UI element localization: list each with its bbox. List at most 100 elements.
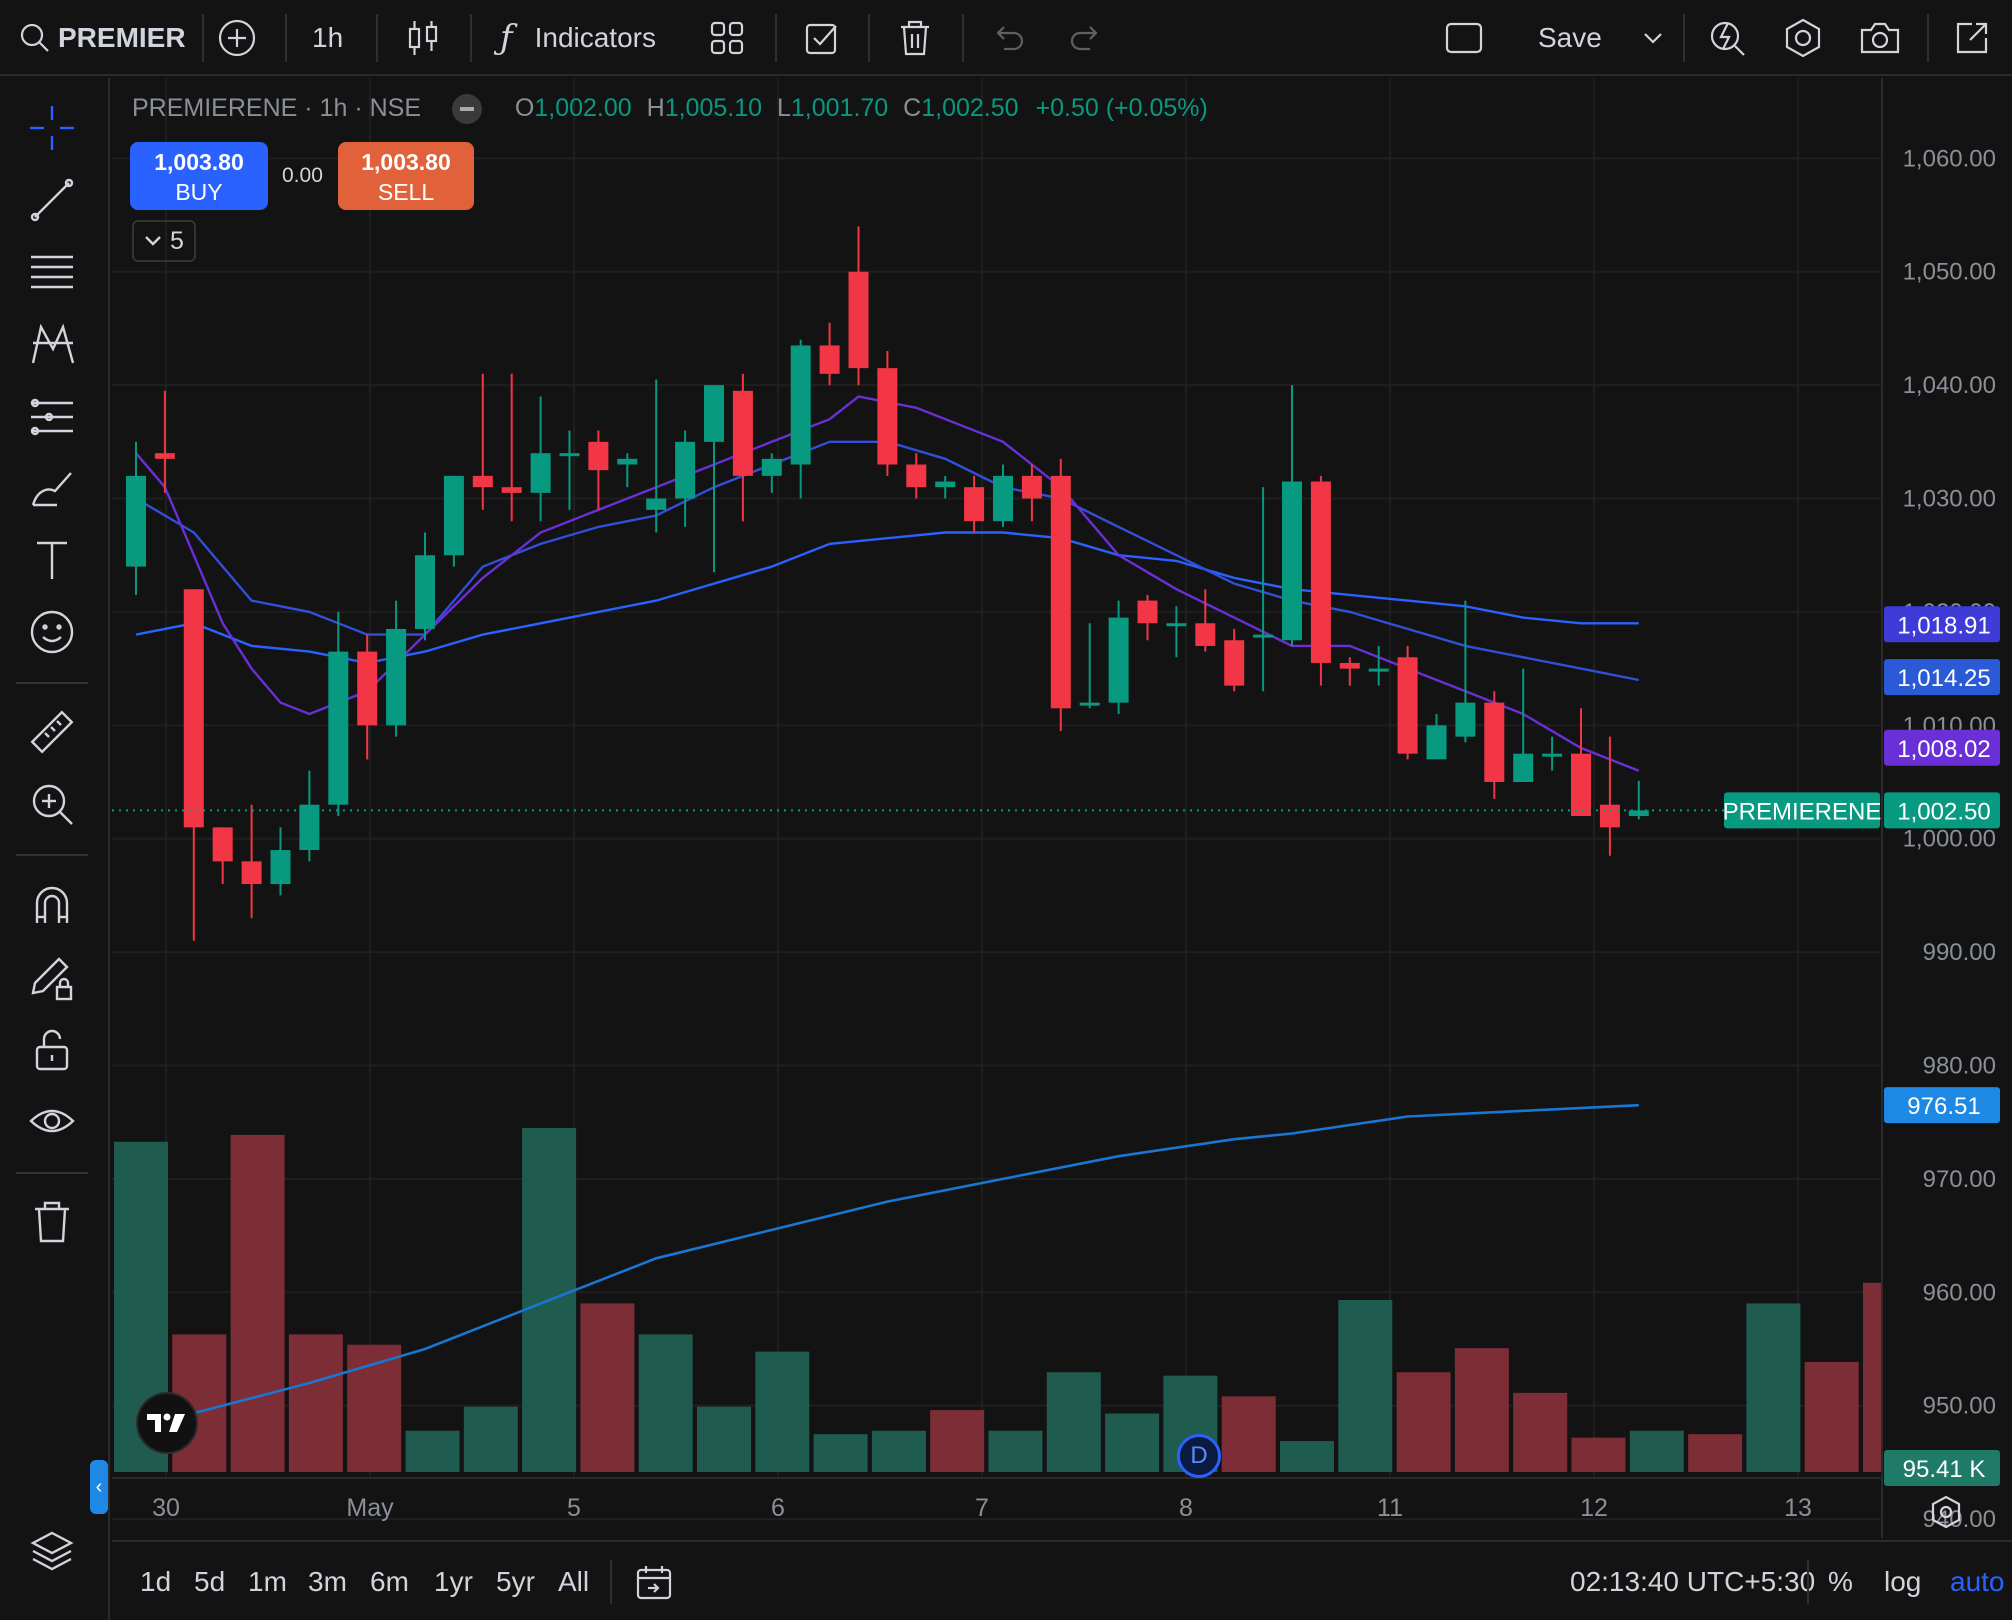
market-status-icon[interactable] [451,94,482,125]
candle-body [1282,481,1302,641]
axis-settings-button[interactable] [1926,1492,1966,1532]
trend-line-icon [30,178,74,222]
interval-button[interactable]: 1h [312,0,343,76]
candle-body [1137,600,1158,624]
lock-all-tool[interactable] [24,1022,80,1078]
log-toggle[interactable]: log [1884,1542,1921,1620]
candle-body [357,651,378,726]
templates-button[interactable] [708,0,746,76]
redo-button[interactable] [1068,0,1104,76]
range-label: 1yr [434,1566,473,1597]
divider [285,14,287,62]
candle-body [154,453,175,459]
save-button[interactable]: Save [1538,0,1602,76]
go-to-date-button[interactable] [634,1542,674,1620]
eye-icon [29,1109,75,1133]
price-tick-label: 1,000.00 [1903,826,1996,853]
save-menu-button[interactable] [1642,0,1664,76]
magnet-icon [35,886,69,923]
settings-icon [1931,1495,1961,1529]
brush-tool[interactable] [24,460,80,516]
alert-button[interactable] [802,0,842,76]
zoom-in-icon [32,784,73,825]
candle-body [183,589,204,828]
clock[interactable]: 02:13:40 UTC+5:30 [1570,1542,1815,1620]
trend-line-tool[interactable] [24,172,80,228]
pattern-icon [31,323,75,364]
calendar-icon [636,1566,672,1600]
candle-body [704,385,724,442]
range-1m[interactable]: 1m [248,1542,287,1620]
range-5d[interactable]: 5d [194,1542,225,1620]
open-label: O [514,94,535,122]
settings-button[interactable] [1782,0,1824,76]
range-5yr[interactable]: 5yr [496,1542,535,1620]
forecast-tool[interactable] [24,388,80,444]
range-1yr[interactable]: 1yr [434,1542,473,1620]
ruler-icon [30,710,74,754]
fib-tool[interactable] [24,244,80,300]
candle-body [1484,702,1505,783]
measure-tool[interactable] [24,704,80,760]
range-1d[interactable]: 1d [140,1542,171,1620]
sell-button[interactable]: 1,003.80 SELL [338,142,474,210]
pencil-lock-icon [31,957,73,1001]
compare-button[interactable] [216,0,258,76]
time-tick-label: 30 [152,1494,180,1522]
delete-button[interactable] [896,0,934,76]
snapshot-button[interactable] [1858,0,1902,76]
price-label-tag [1884,1087,2000,1124]
sell-label: SELL [377,179,435,205]
candle-body [1339,662,1360,669]
tradingview-logo[interactable] [136,1392,198,1454]
magnet-tool[interactable] [24,878,80,934]
candle-body [1195,623,1216,646]
popout-button[interactable] [1952,0,1992,76]
candle-body [1513,753,1534,783]
time-tick-label: 6 [771,1494,785,1522]
buy-button[interactable]: 1,003.80 BUY [130,142,268,210]
trash-icon [35,1201,69,1243]
object-tree-button[interactable] [24,1524,80,1580]
text-tool[interactable] [24,532,80,588]
candle-body [588,441,609,471]
indicators-button[interactable]: ƒ Indicators [500,0,656,76]
range-6m[interactable]: 6m [370,1542,409,1620]
brush-icon [31,472,72,507]
undo-button[interactable] [990,0,1026,76]
chart-area[interactable]: 1,060.001,050.001,040.001,030.001,020.00… [90,78,2012,1538]
time-tick-label: 11 [1377,1494,1403,1522]
chevron-down-icon [145,236,161,246]
pattern-tool[interactable] [24,316,80,372]
candle-body [1021,475,1042,499]
candle-body [1426,725,1447,760]
collapse-toolbar-handle[interactable]: ‹ [90,1460,108,1514]
zoom-tool[interactable] [24,776,80,832]
time-tick-label: 8 [1179,1494,1193,1522]
price-label-tag [1884,1450,2000,1487]
range-all[interactable]: All [558,1542,589,1620]
candle-body [1397,657,1418,754]
emoji-tool[interactable] [24,604,80,660]
price-chart[interactable]: 1,060.001,050.001,040.001,030.001,020.00… [112,78,2012,1538]
price-tick-label: 980.00 [1923,1052,1996,1079]
chart-type-button[interactable] [406,0,440,76]
range-label: All [558,1566,590,1597]
symbol-search[interactable]: PREMIER [18,0,186,76]
percent-toggle[interactable]: % [1828,1542,1853,1620]
candle-body [530,453,551,493]
lock-drawing-tool[interactable] [24,950,80,1006]
drawing-toolbar [0,78,110,1620]
dividend-marker-icon[interactable]: D [1177,1434,1221,1478]
legend-dot: · [304,94,320,122]
remove-drawings-tool[interactable] [24,1194,80,1250]
indicators-toggle[interactable]: 5 [132,220,196,262]
auto-toggle[interactable]: auto [1950,1542,2005,1620]
symbol-label: PREMIER [58,22,186,53]
hide-tool[interactable] [24,1094,80,1150]
spread-value: 0.00 [282,164,323,187]
quick-search-button[interactable] [1708,0,1748,76]
crosshair-tool[interactable] [24,100,80,156]
range-3m[interactable]: 3m [308,1542,347,1620]
layout-button[interactable] [1444,0,1484,76]
